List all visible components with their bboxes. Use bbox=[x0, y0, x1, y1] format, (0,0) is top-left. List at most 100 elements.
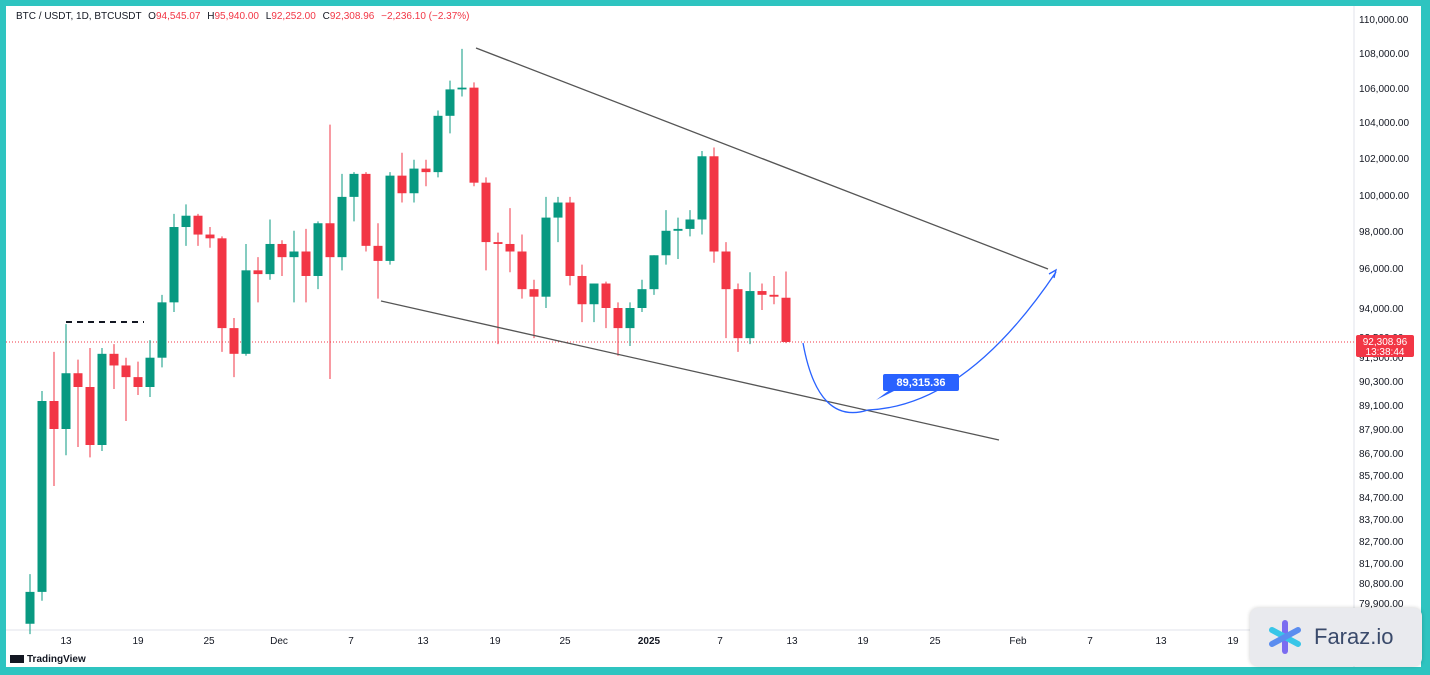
candle bbox=[133, 361, 143, 395]
candle-body bbox=[145, 357, 155, 387]
candle-body bbox=[85, 387, 95, 445]
candle bbox=[553, 196, 563, 243]
price-chart[interactable]: 110,000.00 108,000.00 106,000.00 104,000.00… bbox=[6, 6, 1421, 667]
candle-body bbox=[649, 255, 659, 290]
y-tick-label: 98,000.00 bbox=[1359, 227, 1404, 238]
x-tick-label: 13 bbox=[60, 636, 72, 647]
candle bbox=[445, 80, 455, 134]
candle bbox=[265, 219, 275, 280]
candle bbox=[301, 228, 311, 303]
y-tick-label: 82,700.00 bbox=[1359, 537, 1404, 548]
candle bbox=[373, 223, 383, 299]
candle bbox=[589, 283, 599, 323]
candle-body bbox=[541, 217, 551, 297]
candle-body bbox=[61, 373, 71, 429]
candle-body bbox=[97, 353, 107, 445]
candle-body bbox=[733, 289, 743, 339]
candle-body bbox=[217, 238, 227, 329]
candle bbox=[337, 173, 347, 271]
candle bbox=[745, 272, 755, 345]
candle-body bbox=[229, 328, 239, 354]
candle bbox=[697, 151, 707, 235]
y-tick-label: 100,000.00 bbox=[1359, 191, 1409, 202]
candle-body bbox=[709, 156, 719, 252]
candle bbox=[157, 294, 167, 368]
candle-body bbox=[265, 243, 275, 275]
symbol-name[interactable]: BTC / USDT, 1D, BTCUSDT bbox=[16, 11, 142, 22]
y-tick-label: 86,700.00 bbox=[1359, 449, 1404, 460]
candle-body bbox=[685, 219, 695, 229]
candle-body bbox=[505, 243, 515, 252]
faraz-logo-icon bbox=[1268, 620, 1302, 654]
candle bbox=[709, 147, 719, 263]
candle-body bbox=[529, 289, 539, 297]
candle bbox=[205, 227, 215, 248]
annotation-pointer bbox=[876, 389, 898, 400]
candle-body bbox=[313, 223, 323, 276]
candle bbox=[169, 213, 179, 313]
candle bbox=[529, 279, 539, 339]
candle-body bbox=[253, 270, 263, 275]
candle-body bbox=[409, 168, 419, 194]
candle bbox=[469, 82, 479, 187]
candle bbox=[193, 213, 203, 246]
symbol-header: BTC / USDT, 1D, BTCUSDT O94,545.07 H95,9… bbox=[16, 11, 470, 22]
x-tick-label: 25 bbox=[929, 636, 941, 647]
price-tag-value: 92,308.96 bbox=[1363, 337, 1408, 348]
candle bbox=[781, 271, 791, 344]
price-tag-countdown: 13:38:44 bbox=[1366, 347, 1405, 358]
candle bbox=[361, 172, 371, 252]
x-tick-label: 19 bbox=[489, 636, 501, 647]
candle-body bbox=[181, 215, 191, 228]
change-value: −2,236.10 (−2.37%) bbox=[381, 11, 470, 22]
candle-body bbox=[757, 291, 767, 295]
y-tick-label: 79,900.00 bbox=[1359, 599, 1404, 610]
y-tick-label: 87,900.00 bbox=[1359, 425, 1404, 436]
candle bbox=[673, 217, 683, 260]
candle bbox=[613, 302, 623, 356]
y-tick-label: 83,700.00 bbox=[1359, 515, 1404, 526]
candle-body bbox=[697, 156, 707, 220]
candle-body bbox=[169, 227, 179, 303]
y-tick-label: 104,000.00 bbox=[1359, 118, 1409, 129]
y-tick-label: 110,000.00 bbox=[1359, 15, 1409, 26]
candle-body bbox=[745, 291, 755, 339]
candle bbox=[49, 351, 59, 486]
y-tick-label: 80,800.00 bbox=[1359, 579, 1404, 590]
high-label: H bbox=[207, 11, 215, 22]
candle-body bbox=[589, 283, 599, 305]
candle bbox=[397, 152, 407, 203]
candle-body bbox=[397, 175, 407, 194]
annotation-text: 89,315.36 bbox=[897, 377, 946, 389]
candle-body bbox=[241, 270, 251, 354]
candle-body bbox=[157, 302, 167, 358]
candle bbox=[145, 340, 155, 397]
low-label: L bbox=[265, 11, 272, 22]
candle-body bbox=[361, 173, 371, 246]
candle bbox=[85, 347, 95, 458]
y-tick-label: 89,100.00 bbox=[1359, 401, 1404, 412]
x-tick-label: 19 bbox=[857, 636, 869, 647]
candle-body bbox=[73, 373, 83, 387]
y-tick-label: 91,500.00 bbox=[1359, 353, 1404, 364]
tradingview-logo[interactable]: TradingView bbox=[10, 654, 86, 665]
candle bbox=[25, 574, 35, 635]
y-tick-label: 102,000.00 bbox=[1359, 154, 1409, 165]
x-tick-label: 7 bbox=[348, 636, 354, 647]
candle-body bbox=[289, 251, 299, 258]
candle-body bbox=[577, 275, 587, 305]
chart-frame: 110,000.00 108,000.00 106,000.00 104,000.00… bbox=[6, 6, 1421, 667]
candle-body bbox=[301, 251, 311, 276]
candle bbox=[421, 159, 431, 187]
candle bbox=[229, 318, 239, 378]
candle bbox=[61, 324, 71, 456]
target-annotation: 89,315.36 bbox=[876, 374, 959, 400]
x-tick-label: 13 bbox=[786, 636, 798, 647]
candle bbox=[253, 257, 263, 303]
candle bbox=[721, 242, 731, 339]
candle bbox=[385, 172, 395, 265]
candle bbox=[277, 240, 287, 276]
candle bbox=[349, 172, 359, 222]
candle-body bbox=[493, 242, 503, 244]
